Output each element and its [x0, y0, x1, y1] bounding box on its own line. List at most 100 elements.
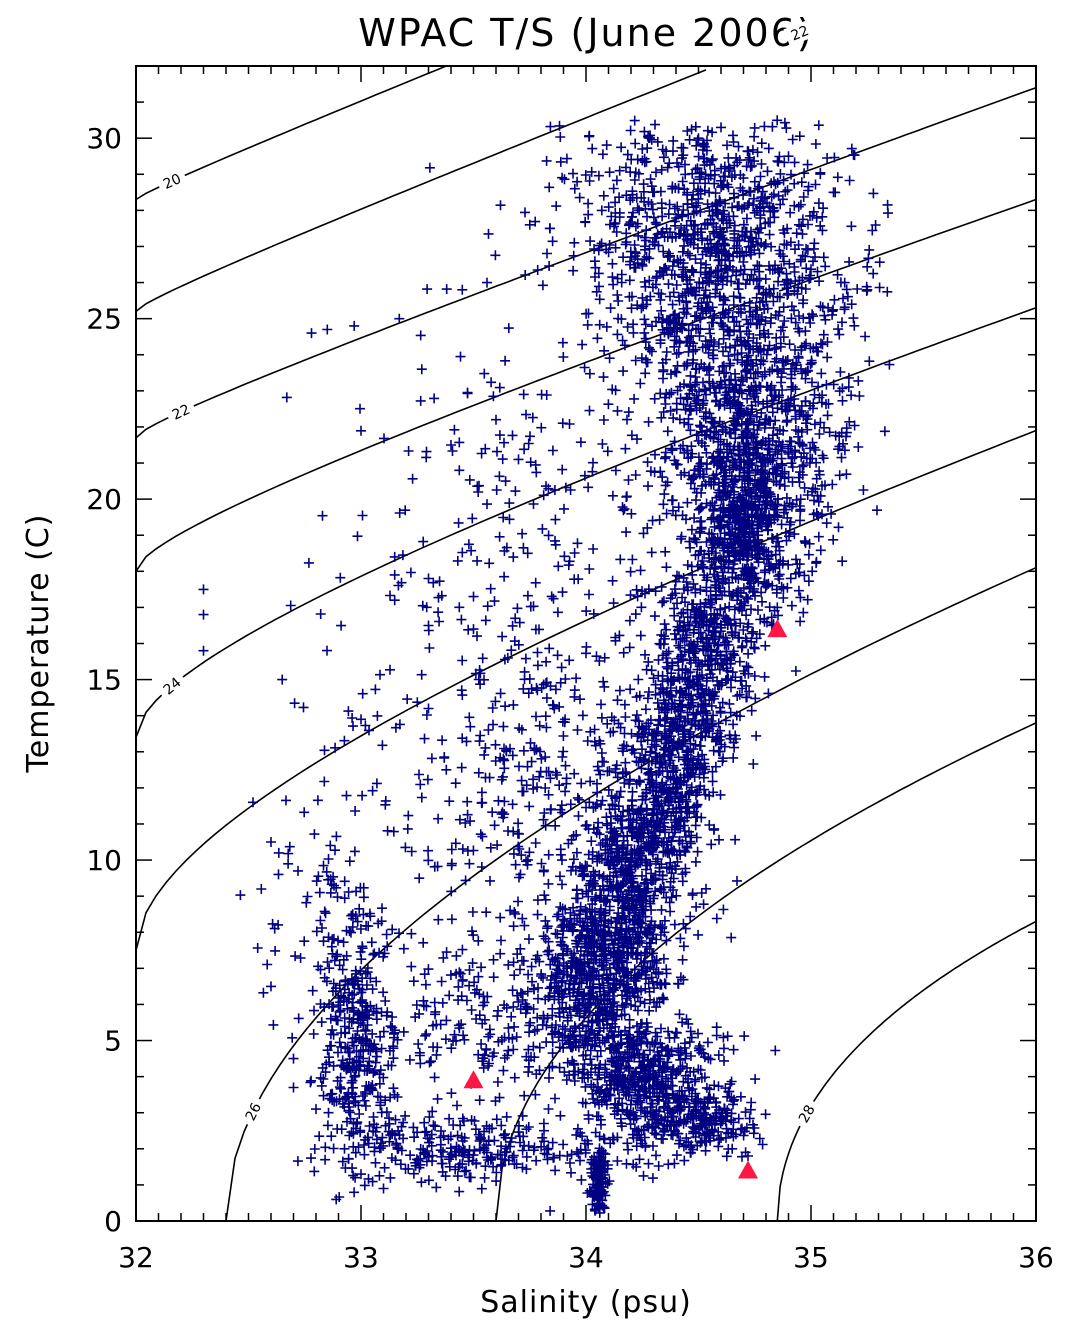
data-point: [818, 453, 829, 464]
data-point: [710, 188, 721, 199]
data-point: [605, 303, 616, 314]
data-point: [631, 192, 642, 203]
contour-label-mask: [238, 1094, 268, 1129]
data-point: [745, 247, 755, 258]
data-point: [721, 222, 732, 233]
data-point: [829, 294, 840, 305]
data-point: [701, 156, 712, 167]
data-point: [630, 138, 641, 149]
data-point: [684, 250, 695, 261]
data-point: [572, 176, 583, 187]
data-point: [633, 230, 644, 241]
data-point: [754, 248, 765, 259]
data-point: [700, 285, 711, 296]
data-point: [594, 240, 605, 251]
data-point: [817, 302, 828, 313]
data-point: [634, 205, 645, 216]
contour-label: 20: [161, 171, 184, 193]
data-point: [775, 325, 786, 336]
data-point: [713, 339, 724, 349]
data-point: [577, 339, 588, 350]
data-point: [749, 131, 760, 142]
data-point: [640, 203, 651, 214]
data-point: [755, 223, 765, 234]
data-point: [559, 174, 570, 185]
data-point: [738, 190, 749, 201]
data-point: [823, 501, 833, 512]
data-point: [832, 269, 843, 280]
data-point: [728, 188, 739, 199]
data-point: [802, 244, 813, 255]
data-point: [773, 156, 784, 167]
data-point: [673, 347, 684, 358]
data-point: [693, 151, 704, 162]
data-point: [718, 346, 728, 357]
data-point: [731, 152, 742, 163]
data-point: [709, 169, 720, 180]
data-point: [709, 178, 720, 189]
data-point: [651, 271, 662, 282]
data-point: [723, 249, 734, 260]
data-point: [697, 140, 708, 150]
data-point: [616, 142, 627, 153]
data-point: [678, 262, 689, 273]
data-point: [641, 225, 652, 236]
data-point: [656, 305, 667, 316]
data-point: [668, 135, 679, 146]
data-point: [655, 186, 666, 197]
data-point: [612, 329, 623, 340]
data-point: [731, 240, 742, 251]
data-point: [639, 196, 650, 207]
data-point: [760, 192, 770, 203]
data-point: [718, 333, 729, 344]
data-point: [789, 267, 800, 277]
data-point: [813, 120, 824, 131]
data-point: [719, 309, 730, 320]
data-point: [652, 229, 663, 240]
data-point: [741, 213, 752, 224]
contour-label: 22: [789, 23, 811, 44]
contour-label-mask: [791, 1096, 822, 1131]
data-point: [640, 368, 651, 379]
data-point: [583, 209, 594, 220]
data-point: [822, 337, 833, 347]
data-point: [589, 244, 600, 254]
data-point: [648, 212, 659, 223]
data-point: [694, 167, 705, 178]
data-point: [852, 284, 863, 294]
data-point: [645, 174, 656, 185]
data-point: [692, 227, 703, 238]
data-point: [622, 149, 633, 160]
data-point: [801, 263, 812, 274]
data-point: [650, 217, 661, 228]
data-point: [749, 156, 760, 167]
data-point: [644, 253, 655, 264]
data-point: [749, 176, 760, 187]
data-point: [780, 186, 791, 197]
data-point: [569, 237, 580, 248]
contour-label: 28: [796, 1102, 819, 1125]
data-point: [709, 242, 720, 253]
data-point: [681, 296, 692, 307]
data-point: [797, 229, 808, 240]
data-point: [721, 263, 732, 274]
data-point: [884, 359, 895, 370]
data-point: [580, 170, 591, 180]
data-point: [751, 292, 762, 303]
data-point: [568, 265, 579, 276]
data-point: [702, 340, 713, 350]
data-point: [744, 297, 755, 308]
data-point: [738, 219, 749, 230]
data-point: [554, 120, 565, 131]
data-point: [709, 310, 720, 321]
data-point: [696, 303, 707, 314]
data-point: [584, 176, 595, 186]
data-point: [670, 220, 681, 231]
data-point: [700, 169, 711, 180]
data-point: [864, 244, 875, 255]
data-point: [628, 319, 639, 330]
data-point: [628, 207, 638, 218]
data-point: [741, 226, 752, 237]
density-contour-line: [135, 198, 1037, 572]
